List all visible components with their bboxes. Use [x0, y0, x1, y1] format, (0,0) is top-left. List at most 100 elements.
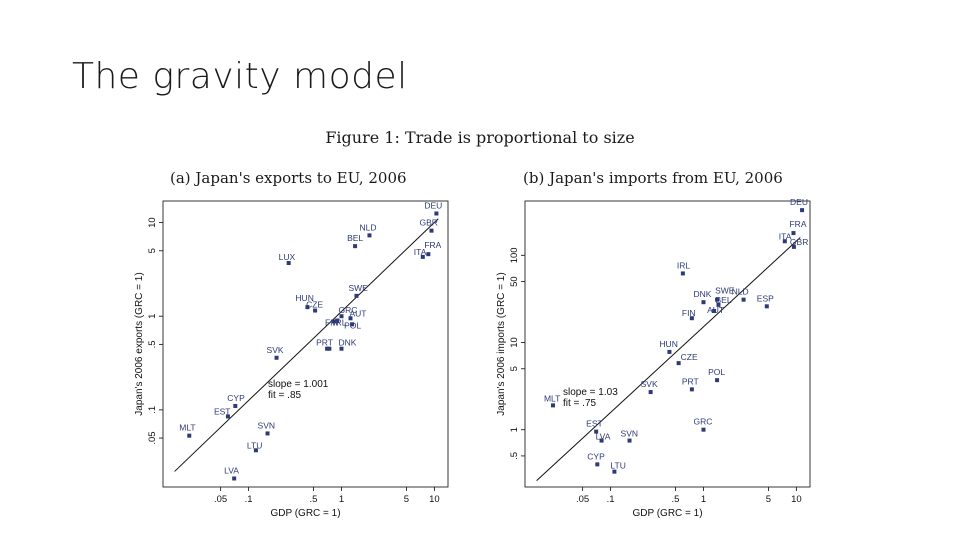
panel-a-point-dnk — [339, 346, 344, 351]
panel-a-y-tick-label: .05 — [147, 431, 158, 444]
panel-b-fit-annotation: fit = .75 — [563, 398, 597, 409]
panel-b-x-axis-title: GDP (GRC = 1) — [632, 508, 702, 519]
panel-b-point-deu — [800, 208, 805, 213]
panel-b-point-dnk — [701, 300, 706, 305]
panel-a-x-axis-title: GDP (GRC = 1) — [270, 508, 340, 519]
panel-a-point-label-prt: PRT — [316, 338, 333, 348]
panel-a-point-grc — [339, 314, 344, 319]
panel-b-point-cyp — [595, 462, 600, 467]
panel-a-x-tick-label: .05 — [214, 494, 227, 505]
panel-a-point-cyp — [233, 403, 238, 408]
panel-b-x-tick-label: 5 — [766, 494, 771, 505]
panel-a-point-label-svn: SVN — [258, 420, 275, 430]
panel-b-x-tick-label: .1 — [607, 494, 615, 505]
panel-a-point-label-est: EST — [214, 406, 231, 416]
panel-b-point-mlt — [550, 403, 555, 408]
panel-b-y-axis-title: Japan's 2006 imports (GRC = 1) — [496, 272, 507, 415]
panel-a-point-ltu — [253, 448, 258, 453]
panel-b-x-tick-label: .5 — [672, 494, 680, 505]
panel-b-point-label-aut: AUT — [707, 305, 724, 315]
panel-b-x-tick-label: .05 — [576, 494, 589, 505]
panel-a-point-mlt — [187, 433, 192, 438]
panel-a-point-label-cyp: CYP — [227, 393, 245, 403]
panel-a-point-label-lux: LUX — [279, 252, 296, 262]
panel-b-y-tick-label: 50 — [509, 276, 520, 287]
panel-a-point-gbr — [429, 228, 434, 233]
panel-b-y-tick-label: 10 — [509, 337, 520, 348]
panel-a-point-label-fra: FRA — [424, 240, 441, 250]
panel-a-point-ita — [420, 254, 425, 259]
panel-b-point-lva — [599, 438, 604, 443]
panel-a-point-label-svk: SVK — [267, 345, 284, 355]
panel-a-point-cze — [313, 308, 318, 313]
panel-a-point-lva — [232, 476, 237, 481]
panel-a-point-label-pol: POL — [344, 320, 361, 330]
panel-b-point-label-esp: ESP — [757, 293, 774, 303]
panel-b-x-tick-label: 10 — [791, 494, 802, 505]
panel-a-point-fra — [426, 252, 431, 257]
panel-a-y-tick-label: 5 — [147, 248, 158, 253]
panel-b-point-label-pol: POL — [708, 367, 725, 377]
panel-a-point-label-nld: NLD — [359, 222, 376, 232]
panel-b-y-tick-label: 1 — [509, 427, 520, 432]
panel-a-point-label-mlt: MLT — [179, 423, 195, 433]
panel-b-point-label-swe: SWE — [715, 286, 735, 296]
panel-b-title: (b) Japan's imports from EU, 2006 — [523, 169, 783, 187]
panel-b-point-esp — [764, 304, 769, 309]
panel-a-plot-frame — [162, 200, 449, 488]
panel-a-x-tick-label: 10 — [429, 494, 440, 505]
panel-a-point-esp — [327, 346, 332, 351]
panel-a-point-aut — [348, 316, 353, 321]
panel-a-fit-line — [174, 218, 439, 472]
panel-b-point-aut — [712, 308, 717, 313]
panel-b-point-label-gbr: GBR — [790, 237, 808, 247]
panel-a-point-label-hun: HUN — [295, 293, 313, 303]
panel-b-point-label-fin: FIN — [682, 308, 696, 318]
panel-b-point-ita — [782, 239, 787, 244]
panel-a-point-hun — [305, 305, 310, 310]
panel-b-point-hun — [667, 349, 672, 354]
panel-b-point-svk — [648, 390, 653, 395]
panel-b-point-label-ltu: LTU — [610, 461, 625, 471]
panel-b-point-bel — [716, 302, 721, 307]
panel-b-point-label-est: EST — [586, 419, 603, 429]
panel-b-point-cze — [676, 361, 681, 366]
panel-a-point-prt — [325, 346, 330, 351]
panel-a-fit-annotation: fit = .85 — [268, 390, 302, 401]
panel-a-point-fin — [331, 319, 336, 324]
panel-a-slope-annotation: slope = 1.001 — [268, 379, 329, 390]
panel-b-point-grc — [701, 427, 706, 432]
panel-a-point-deu — [434, 211, 439, 216]
panel-b-point-label-nld: NLD — [732, 287, 749, 297]
panel-a-point-label-irl: IRL — [333, 317, 347, 327]
panel-b-point-label-deu: DEU — [790, 197, 808, 207]
panel-b-point-label-grc: GRC — [693, 417, 712, 427]
panel-b-point-label-hun: HUN — [659, 339, 677, 349]
panel-b-fit-line — [536, 237, 801, 482]
panel-a-point-label-fin: FIN — [325, 317, 339, 327]
panel-a-point-bel — [353, 244, 358, 249]
panel-a-point-label-grc: GRC — [338, 305, 357, 315]
panel-a-point-swe — [354, 293, 359, 298]
panel-b-point-swe — [715, 297, 720, 302]
panel-a-point-label-ita: ITA — [414, 247, 427, 257]
panel-b-point-fin — [689, 316, 694, 321]
panel-b-point-label-cze: CZE — [681, 352, 698, 362]
panel-a-point-label-cze: CZE — [306, 300, 323, 310]
panel-b-point-label-ita: ITA — [779, 231, 792, 241]
panel-b-point-label-mlt: MLT — [544, 393, 560, 403]
panel-b-point-label-svn: SVN — [621, 429, 638, 439]
panel-a-y-tick-label: 10 — [147, 217, 158, 228]
panel-a-y-axis-title: Japan's 2006 exports (GRC = 1) — [134, 272, 145, 415]
panel-a-x-tick-label: 1 — [339, 494, 344, 505]
panel-a-point-label-dnk: DNK — [338, 338, 356, 348]
panel-b-point-label-fra: FRA — [789, 219, 806, 229]
panel-a-y-tick-label: 1 — [147, 314, 158, 319]
figure-caption: Figure 1: Trade is proportional to size — [325, 128, 635, 147]
panel-b-y-tick-label: 100 — [509, 247, 520, 263]
panel-a-point-irl — [335, 318, 340, 323]
panel-b-point-label-dnk: DNK — [693, 289, 711, 299]
panel-b-point-label-bel: BEL — [715, 295, 731, 305]
panel-a-x-tick-label: .1 — [245, 494, 253, 505]
